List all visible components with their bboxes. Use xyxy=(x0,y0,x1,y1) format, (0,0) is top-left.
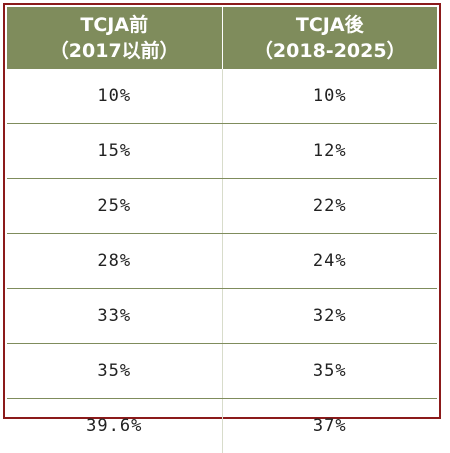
header-before-title: TCJA前 xyxy=(7,12,222,38)
tax-rate-table: TCJA前 （2017以前） TCJA後 （2018-2025） 10% 10%… xyxy=(7,7,437,453)
header-after-title: TCJA後 xyxy=(223,12,438,38)
rate-before-cell: 28% xyxy=(7,234,222,289)
header-before-period: （2017以前） xyxy=(7,38,222,64)
table-row: 39.6% 37% xyxy=(7,399,437,453)
table-row: 10% 10% xyxy=(7,69,437,124)
rate-after-cell: 32% xyxy=(222,289,437,344)
table-body: 10% 10% 15% 12% 25% 22% 28% 24% 33% 32% … xyxy=(7,69,437,453)
rate-after-cell: 24% xyxy=(222,234,437,289)
rate-before-cell: 10% xyxy=(7,69,222,124)
table-row: 33% 32% xyxy=(7,289,437,344)
rate-after-cell: 10% xyxy=(222,69,437,124)
table-header: TCJA前 （2017以前） TCJA後 （2018-2025） xyxy=(7,7,437,69)
header-after-tcja: TCJA後 （2018-2025） xyxy=(222,7,437,69)
rate-before-cell: 39.6% xyxy=(7,399,222,453)
table-frame: TCJA前 （2017以前） TCJA後 （2018-2025） 10% 10%… xyxy=(3,3,441,419)
header-after-period: （2018-2025） xyxy=(223,38,438,64)
table-row: 28% 24% xyxy=(7,234,437,289)
rate-before-cell: 33% xyxy=(7,289,222,344)
header-row: TCJA前 （2017以前） TCJA後 （2018-2025） xyxy=(7,7,437,69)
header-before-tcja: TCJA前 （2017以前） xyxy=(7,7,222,69)
table-row: 25% 22% xyxy=(7,179,437,234)
rate-after-cell: 35% xyxy=(222,344,437,399)
rate-before-cell: 35% xyxy=(7,344,222,399)
rate-after-cell: 22% xyxy=(222,179,437,234)
table-row: 35% 35% xyxy=(7,344,437,399)
rate-before-cell: 15% xyxy=(7,124,222,179)
rate-after-cell: 12% xyxy=(222,124,437,179)
rate-before-cell: 25% xyxy=(7,179,222,234)
rate-after-cell: 37% xyxy=(222,399,437,453)
table-row: 15% 12% xyxy=(7,124,437,179)
